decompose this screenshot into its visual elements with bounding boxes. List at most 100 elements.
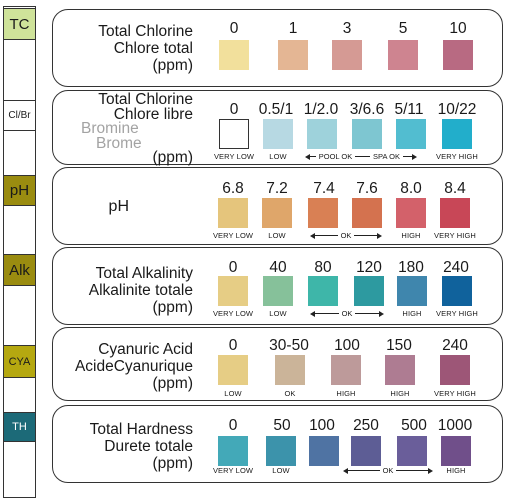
color-swatch <box>219 40 249 70</box>
panel-ph: pH 6.8 7.2 7.4 7.6 8.0 8.4 VERY LOW LOW … <box>52 167 503 245</box>
color-swatch <box>351 436 381 466</box>
panel-title: pH <box>53 198 129 215</box>
value-label: 5 <box>398 20 408 37</box>
color-swatch <box>219 119 249 149</box>
title-line: Total Hardness <box>89 421 193 438</box>
range-label: OK <box>340 231 352 240</box>
color-swatch <box>352 198 382 228</box>
value-label: 0 <box>229 20 239 37</box>
panel-title: Total Chlorine Chlore total (ppm) <box>53 23 193 74</box>
range-label: VERY HIGH <box>436 309 478 318</box>
color-swatch <box>218 198 248 228</box>
range-label: HIGH <box>402 309 422 318</box>
color-swatch <box>440 355 470 385</box>
ok-range-arrow: OK <box>310 231 382 240</box>
title-line: Total Chlorine <box>98 91 193 108</box>
arrow-right-icon <box>412 153 417 160</box>
color-swatch <box>307 119 337 149</box>
arrow-right-icon <box>379 310 384 317</box>
range-label: HIGH <box>336 389 356 398</box>
color-swatch <box>332 40 362 70</box>
range-label: HIGH <box>390 389 410 398</box>
ok-range-arrow: POOL OK <box>305 152 362 161</box>
strip-pad-label: Cl/Br <box>8 110 31 121</box>
range-label: VERY LOW <box>212 231 254 240</box>
value-label: 100 <box>309 417 335 434</box>
arrow-left-icon <box>310 232 315 239</box>
value-label: 5/11 <box>394 101 424 118</box>
color-swatch <box>388 40 418 70</box>
range-label: LOW <box>269 309 287 318</box>
value-label: 0 <box>229 101 239 118</box>
value-label: 0 <box>228 417 238 434</box>
color-swatch <box>441 436 471 466</box>
strip-pad-th: TH <box>3 412 36 442</box>
panel-total-chlorine: Total Chlorine Chlore total (ppm) 0 1 3 … <box>52 9 503 87</box>
range-label: VERY LOW <box>213 152 255 161</box>
value-label: 180 <box>398 259 424 276</box>
color-swatch <box>263 276 293 306</box>
range-label: VERY HIGH <box>434 389 476 398</box>
value-label: 250 <box>353 417 379 434</box>
color-swatch <box>396 119 426 149</box>
ok-range-arrow: OK <box>343 466 433 475</box>
value-label: 120 <box>356 259 382 276</box>
strip-pad-alk: Alk <box>3 254 36 286</box>
color-swatch <box>275 355 305 385</box>
range-label: VERY LOW <box>212 466 254 475</box>
color-swatch <box>263 119 293 149</box>
value-label: 8.0 <box>400 180 422 197</box>
value-label: 10 <box>449 20 467 37</box>
range-label: LOW <box>268 231 286 240</box>
title-line: Bromine <box>81 120 139 137</box>
panel-free-chlorine-bromine: Total Chlorine Chlore libre Bromine Brom… <box>52 90 503 165</box>
range-label: LOW <box>269 152 287 161</box>
color-swatch <box>396 198 426 228</box>
panel-title: Total Chlorine Chlore libre Bromine Brom… <box>53 91 193 166</box>
title-line: AcideCyanurique <box>74 358 193 375</box>
value-label: 30-50 <box>269 337 309 354</box>
color-swatch <box>309 436 339 466</box>
color-swatch <box>266 436 296 466</box>
ok-range-arrow: OK <box>310 309 384 318</box>
color-swatch <box>262 198 292 228</box>
title-line: Brome <box>96 134 142 152</box>
panel-total-hardness: Total Hardness Durete totale (ppm) 0 50 … <box>52 405 503 483</box>
color-swatch <box>331 355 361 385</box>
panel-title: Total Alkalinity Alkalinite totale (ppm) <box>53 265 193 316</box>
arrow-left-icon <box>310 310 315 317</box>
title-line: pH <box>108 198 129 215</box>
value-label: 0 <box>228 259 238 276</box>
color-swatch <box>218 436 248 466</box>
color-swatch <box>352 119 382 149</box>
arrow-left-icon <box>305 153 310 160</box>
color-swatch <box>397 436 427 466</box>
panel-cyanuric-acid: Cyanuric Acid AcideCyanurique (ppm) 0 30… <box>52 327 503 401</box>
value-label: 7.4 <box>313 180 335 197</box>
range-label: POOL OK <box>318 152 353 161</box>
title-line: Alkalinite totale <box>88 282 193 299</box>
color-swatch <box>440 198 470 228</box>
arrow-left-icon <box>343 467 348 474</box>
strip-pad-tc: TC <box>3 8 36 40</box>
value-label: 500 <box>401 417 427 434</box>
title-line: Total Chlorine <box>98 23 193 40</box>
title-line: (ppm) <box>152 375 193 392</box>
arrow-right-icon <box>428 467 433 474</box>
color-swatch <box>443 40 473 70</box>
value-label: 0.5/1 <box>258 101 294 118</box>
range-label: OK <box>382 466 394 475</box>
value-label: 3/6.6 <box>349 101 385 118</box>
panel-title: Total Hardness Durete totale (ppm) <box>53 421 193 472</box>
value-label: 10/22 <box>437 101 477 118</box>
color-swatch <box>385 355 415 385</box>
color-swatch <box>308 198 338 228</box>
value-label: 150 <box>386 337 412 354</box>
range-label: OK <box>284 389 296 398</box>
value-label: 100 <box>334 337 360 354</box>
strip-pad-label: CYA <box>8 355 31 368</box>
title-line: Durete totale <box>104 438 193 455</box>
value-label: 1000 <box>437 417 473 434</box>
color-swatch <box>218 276 248 306</box>
value-label: 40 <box>269 259 287 276</box>
